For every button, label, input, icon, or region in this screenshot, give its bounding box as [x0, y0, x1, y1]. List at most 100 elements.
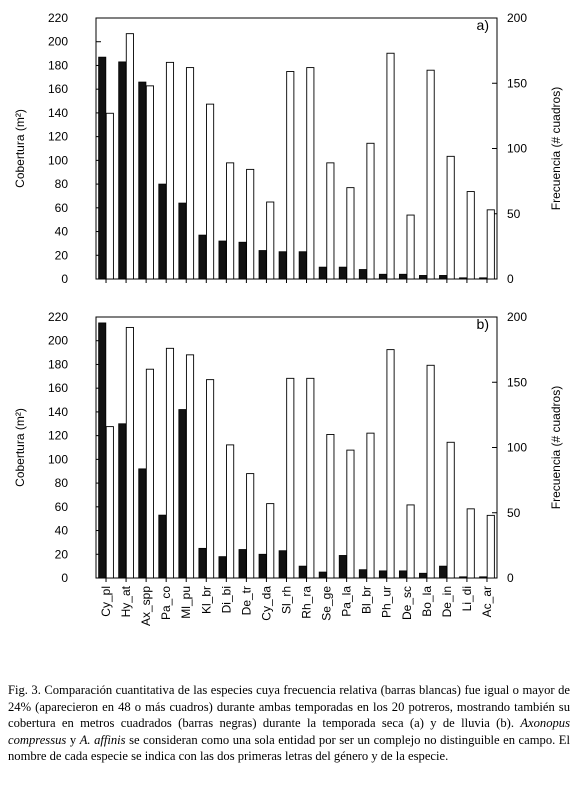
y2-tick-label: 50 [507, 207, 521, 221]
x-tick-label: Ac_ar [480, 586, 494, 617]
bar-cobertura [218, 556, 227, 579]
x-tick-label: Bl_br [360, 586, 374, 614]
bar-cobertura [459, 277, 468, 280]
bar-frecuencia [145, 368, 154, 579]
y2-tick-label: 0 [507, 571, 514, 585]
figure-caption: Fig. 3. Comparación cuantitativa de las … [8, 682, 570, 765]
bar-frecuencia [386, 52, 395, 280]
bar-cobertura [258, 553, 267, 579]
bar-frecuencia [426, 364, 435, 579]
bar-cobertura [238, 241, 247, 280]
bar-frecuencia [486, 514, 495, 579]
bar-cobertura [479, 576, 488, 579]
x-tick-label: Hy_at [119, 585, 133, 617]
bar-frecuencia [226, 444, 235, 579]
bar-cobertura [218, 240, 227, 280]
caption-text-1: Comparación cuantitativa de las especies… [8, 683, 570, 730]
bar-frecuencia [125, 326, 134, 579]
bar-cobertura [278, 550, 287, 579]
bar-cobertura [419, 572, 428, 579]
y-tick-label: 160 [48, 82, 68, 96]
bar-cobertura [318, 266, 327, 280]
x-tick-label: Rh_ra [300, 586, 314, 619]
bar-frecuencia [346, 449, 355, 579]
bar-frecuencia [105, 112, 114, 280]
bar-frecuencia [165, 61, 175, 280]
bar-cobertura [298, 565, 307, 579]
y-tick-label: 80 [55, 177, 69, 191]
bar-frecuencia [366, 432, 375, 579]
y-tick-label: 100 [48, 153, 68, 167]
bar-frecuencia [246, 473, 255, 579]
bar-cobertura [398, 570, 407, 579]
bar-cobertura [138, 468, 147, 579]
bar-cobertura [318, 571, 327, 579]
bar-cobertura [398, 273, 407, 280]
y2-tick-label: 200 [507, 11, 527, 25]
bar-frecuencia [266, 201, 275, 280]
plot-frame [95, 316, 498, 579]
bar-frecuencia [406, 504, 415, 579]
y-tick-label: 160 [48, 381, 68, 395]
panel-label: b) [477, 316, 489, 332]
y2-tick-label: 0 [507, 272, 514, 286]
bar-cobertura [278, 251, 287, 280]
bar-cobertura [459, 576, 468, 579]
y-tick-label: 200 [48, 334, 68, 348]
x-tick-label: Kl_br [199, 586, 213, 614]
x-tick-label: Ax_spp [139, 586, 153, 626]
y-tick-label: 120 [48, 130, 68, 144]
y-tick-label: 120 [48, 429, 68, 443]
bar-cobertura [118, 423, 127, 579]
bar-frecuencia [386, 349, 395, 579]
y2-tick-label: 100 [507, 441, 527, 455]
x-tick-label: Li_di [460, 586, 474, 611]
x-tick-label: Pa_la [340, 586, 354, 617]
bar-frecuencia [406, 214, 415, 280]
bar-cobertura [378, 273, 387, 280]
y-tick-label: 80 [55, 476, 69, 490]
bar-cobertura [298, 251, 307, 280]
bar-frecuencia [326, 434, 335, 579]
bar-frecuencia [125, 33, 134, 280]
x-tick-label: Se_ge [320, 586, 334, 621]
y-tick-label: 220 [48, 310, 68, 324]
x-tick-label: Ph_ur [380, 586, 394, 618]
x-tick-label: Sl_rh [279, 586, 293, 614]
bar-cobertura [358, 269, 367, 280]
figure: 0204060801001201401601802002200501001502… [13, 11, 563, 626]
bar-cobertura [419, 275, 428, 280]
y2-tick-label: 150 [507, 375, 527, 389]
bar-cobertura [178, 202, 187, 280]
bar-frecuencia [206, 103, 215, 280]
y-tick-label: 0 [61, 571, 68, 585]
panel-label: a) [477, 17, 489, 33]
caption-and: y [66, 732, 80, 747]
bar-cobertura [358, 569, 367, 579]
y2-tick-label: 100 [507, 142, 527, 156]
y-tick-label: 0 [61, 272, 68, 286]
bar-frecuencia [206, 379, 215, 579]
bar-cobertura [98, 56, 107, 280]
bar-frecuencia [426, 69, 435, 280]
bar-frecuencia [326, 162, 335, 280]
bar-cobertura [158, 183, 167, 280]
bar-cobertura [479, 277, 488, 280]
x-tick-label: Cy_pl [99, 586, 113, 617]
y-tick-label: 200 [48, 35, 68, 49]
y-tick-label: 140 [48, 405, 68, 419]
y2-axis-label: Frecuencia (# cuadros) [549, 87, 563, 210]
y2-tick-label: 50 [507, 506, 521, 520]
bar-frecuencia [226, 162, 235, 280]
y-tick-label: 180 [48, 58, 68, 72]
y-tick-label: 100 [48, 452, 68, 466]
bar-cobertura [338, 555, 347, 579]
y-tick-label: 60 [55, 201, 69, 215]
bar-frecuencia [105, 426, 114, 579]
bar-cobertura [378, 570, 387, 579]
bar-frecuencia [466, 508, 475, 579]
bar-frecuencia [306, 67, 315, 280]
caption-text-2: se consideran como una sola entidad por … [8, 732, 570, 764]
y-tick-label: 20 [55, 248, 69, 262]
y-axis-label: Cobertura (m²) [13, 109, 27, 188]
